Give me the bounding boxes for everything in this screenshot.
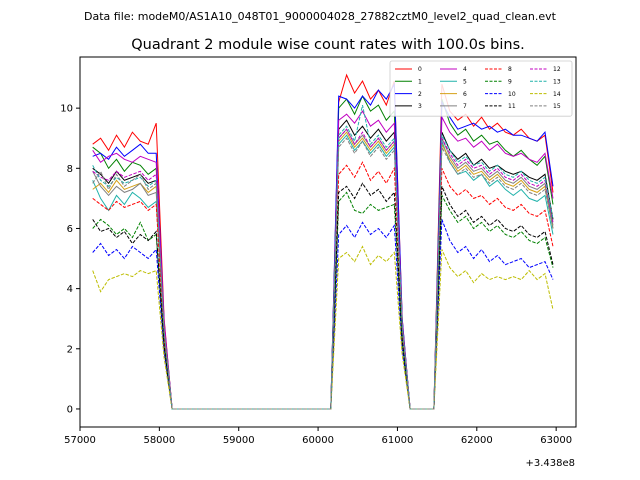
- series-line-14: [92, 245, 554, 410]
- x-tick-label: 61000: [382, 435, 414, 446]
- y-tick-label: 8: [67, 164, 73, 175]
- legend-box: [389, 60, 573, 117]
- x-tick-label: 58000: [143, 435, 175, 446]
- plot-area: [92, 73, 554, 410]
- x-tick-label: 63000: [540, 435, 572, 446]
- x-tick-label: 59000: [223, 435, 255, 446]
- y-tick-label: 4: [67, 284, 73, 295]
- chart-title: Quadrant 2 module wise count rates with …: [131, 37, 525, 53]
- x-tick-label: 57000: [64, 435, 96, 446]
- legend-label-2: 2: [418, 91, 422, 98]
- axis-ticks: 57000 58000 59000 60000 61000 62000 63000 0 2 4 6 8…: [60, 104, 572, 446]
- x-tick-label: 60000: [302, 435, 334, 446]
- legend-label-1: 1: [418, 79, 422, 86]
- legend-label-3: 3: [418, 103, 422, 110]
- legend-label-8: 8: [508, 66, 512, 73]
- x-offset-label: +3.438e8: [525, 458, 575, 469]
- legend-label-13: 13: [553, 79, 561, 86]
- legend-label-12: 12: [553, 66, 561, 73]
- legend-label-14: 14: [553, 91, 561, 98]
- legend-label-0: 0: [418, 66, 422, 73]
- series-line-15: [92, 137, 554, 410]
- y-tick-label: 10: [60, 104, 73, 115]
- legend-label-6: 6: [463, 91, 467, 98]
- legend-label-7: 7: [463, 103, 467, 110]
- y-tick-label: 2: [67, 344, 73, 355]
- x-tick-label: 62000: [461, 435, 493, 446]
- legend-label-10: 10: [508, 91, 516, 98]
- legend-label-5: 5: [463, 79, 467, 86]
- figure-suptitle: Data file: modeM0/AS1A10_048T01_90000040…: [84, 10, 557, 23]
- legend-label-15: 15: [553, 103, 561, 110]
- y-tick-label: 6: [67, 224, 73, 235]
- y-tick-label: 0: [67, 404, 73, 415]
- legend-label-11: 11: [508, 103, 516, 110]
- axes-frame: [79, 56, 577, 428]
- legend-label-9: 9: [508, 79, 512, 86]
- legend-label-4: 4: [463, 66, 467, 73]
